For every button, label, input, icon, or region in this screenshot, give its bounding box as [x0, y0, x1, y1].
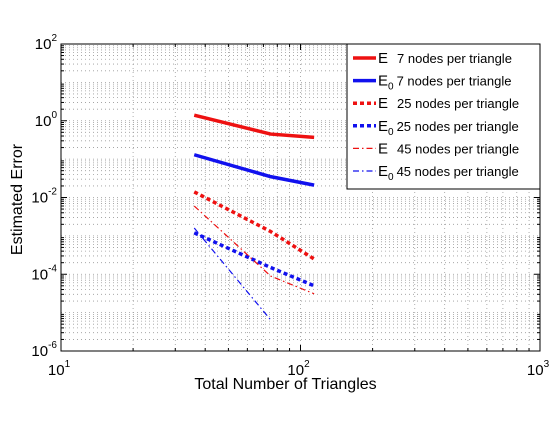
- series-line-3: [193, 190, 316, 261]
- legend-label-5: E 45 nodes per triangle: [378, 140, 519, 157]
- legend-label-3: E 25 nodes per triangle: [378, 95, 519, 112]
- y-tick-label: 10-4: [31, 263, 57, 283]
- legend-label-4: E0 25 nodes per triangle: [378, 118, 519, 138]
- x-tick-label: 102: [287, 359, 310, 379]
- series-line-4: [193, 231, 315, 288]
- y-tick-label: 100: [35, 110, 58, 130]
- series-line-2: [193, 153, 315, 187]
- legend-label-6: E0 45 nodes per triangle: [378, 163, 519, 183]
- x-tick-label: 101: [48, 359, 71, 379]
- series-lines: [193, 113, 316, 321]
- x-axis-label: Total Number of Triangles: [194, 376, 376, 393]
- series-line-1: [193, 113, 315, 140]
- legend-label-2: E0 7 nodes per triangle: [378, 73, 512, 93]
- series-line-6: [193, 227, 272, 321]
- x-tick-label: 103: [527, 359, 550, 379]
- y-axis-label: Estimated Error: [9, 143, 26, 255]
- y-tick-label: 10-6: [31, 340, 57, 360]
- series-line-5: [193, 205, 315, 295]
- y-tick-label: 102: [35, 33, 58, 53]
- y-tick-label: 10-2: [31, 187, 57, 207]
- legend-box: [346, 43, 541, 190]
